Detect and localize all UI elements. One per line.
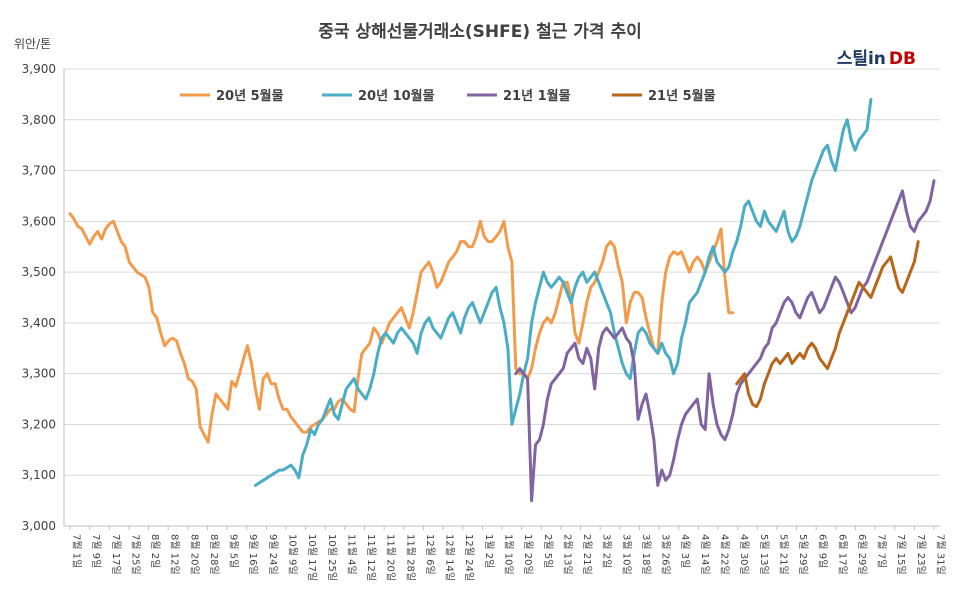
x-tick-label: 3월 10일	[620, 534, 632, 575]
x-tick-label: 8월 20일	[188, 534, 200, 575]
x-tick-label: 1월 10일	[503, 534, 515, 575]
x-tick-label: 9월 5일	[228, 534, 240, 568]
y-tick-label: 3,000	[22, 519, 56, 533]
x-tick-label: 1월 2일	[483, 534, 495, 568]
y-tick-label: 3,100	[22, 468, 56, 482]
x-tick-label: 10월 25일	[326, 534, 338, 581]
x-tick-label: 1월 20일	[522, 534, 534, 575]
series-line-3	[514, 179, 936, 503]
logo-part1: 스틸in	[837, 48, 886, 69]
x-tick-label: 7월 15일	[895, 534, 907, 575]
x-tick-label: 3월 18일	[640, 534, 652, 575]
legend-label-3: 21년 1월물	[503, 88, 571, 104]
y-axis-ticks: 3,000 3,100 3,200 3,300 3,400 3,500 3,600 3,700…	[22, 62, 56, 533]
y-tick-label: 3,400	[22, 316, 56, 330]
logo: 스틸in DB	[837, 48, 916, 69]
x-tick-label: 6월 9일	[817, 534, 829, 568]
legend-label-2: 20년 10월물	[358, 88, 435, 104]
x-tick-label: 5월 13일	[758, 534, 770, 575]
x-tick-label: 10월 9일	[287, 534, 299, 575]
x-tick-label: 2월 13일	[561, 534, 573, 575]
x-tick-label: 12월 24일	[463, 534, 475, 581]
legend-label-4: 21년 5월물	[648, 88, 716, 104]
y-tick-label: 3,200	[22, 417, 56, 431]
x-tick-label: 12월 6일	[424, 534, 436, 575]
x-tick-label: 3월 26일	[660, 534, 672, 575]
series-lines	[68, 98, 936, 503]
x-tick-label: 9월 24일	[267, 534, 279, 575]
x-tick-label: 7월 1일	[71, 534, 83, 568]
y-tick-label: 3,300	[22, 367, 56, 381]
logo-text: 스틸in DB	[837, 48, 916, 69]
x-tick-label: 6월 17일	[836, 534, 848, 575]
x-tick-label: 7월 9일	[90, 534, 102, 568]
x-tick-label: 11월 12일	[365, 534, 377, 581]
legend-label-1: 20년 5월물	[216, 88, 284, 104]
y-tick-label: 3,500	[22, 265, 56, 279]
x-tick-label: 7월 17일	[110, 534, 122, 575]
x-tick-label: 8월 12일	[169, 534, 181, 575]
y-tick-label: 3,900	[22, 62, 56, 76]
series-line-1	[68, 212, 735, 444]
series-line-4	[735, 240, 920, 409]
series-line-2	[253, 98, 873, 487]
x-tick-label: 11월 28일	[404, 534, 416, 581]
x-tick-label: 5월 29일	[797, 534, 809, 575]
x-tick-label: 11월 20일	[385, 534, 397, 581]
x-tick-label: 6월 29일	[856, 534, 868, 575]
x-tick-label: 7월 31일	[935, 534, 947, 575]
x-tick-label: 5월 21일	[777, 534, 789, 575]
x-tick-label: 4월 22일	[719, 534, 731, 575]
x-tick-label: 3월 2일	[601, 534, 613, 568]
x-tick-label: 11월 4일	[345, 534, 357, 575]
y-tick-label: 3,700	[22, 164, 56, 178]
x-tick-label: 10월 17일	[306, 534, 318, 581]
x-tick-label: 12월 14일	[444, 534, 456, 581]
x-axis-ticks: 7월 1일 7월 9일 7월 17일 7월 25일 8월 2일 8월 12일 8월 20일 8…	[69, 526, 947, 581]
x-tick-label: 8월 2일	[149, 534, 161, 568]
x-tick-label: 4월 14일	[699, 534, 711, 575]
legend: 20년 5월물 20년 10월물 21년 1월물 21년 5월물	[180, 88, 716, 104]
x-tick-label: 4월 3일	[679, 534, 691, 568]
x-tick-label: 9월 16일	[247, 534, 259, 575]
x-tick-label: 7월 25일	[129, 534, 141, 575]
y-tick-label: 3,800	[22, 113, 56, 127]
chart-title: 중국 상해선물거래소(SHFE) 철근 가격 추이	[318, 22, 642, 42]
y-axis-unit-label: 위안/톤	[14, 37, 51, 51]
x-tick-label: 7월 23일	[915, 534, 927, 575]
y-tick-label: 3,600	[22, 214, 56, 228]
x-tick-label: 4월 30일	[738, 534, 750, 575]
x-tick-label: 2월 5일	[542, 534, 554, 568]
x-tick-label: 2월 21일	[581, 534, 593, 575]
x-tick-label: 8월 28일	[208, 534, 220, 575]
logo-part2: DB	[889, 49, 916, 69]
x-tick-label: 7월 7일	[876, 534, 888, 568]
